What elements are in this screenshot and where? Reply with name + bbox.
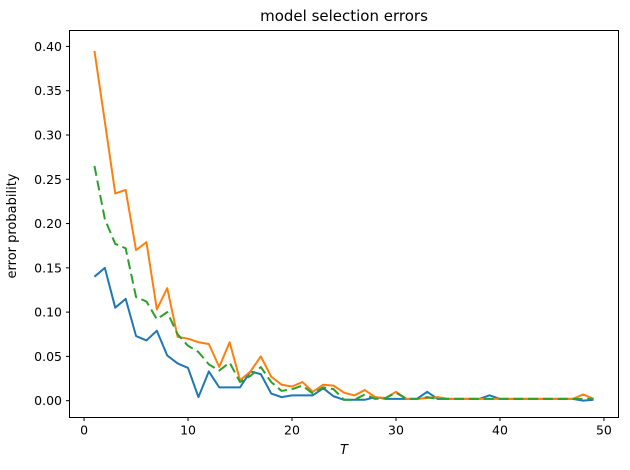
- y-tick-label: 0.25: [34, 172, 62, 187]
- chart-title: model selection errors: [260, 7, 428, 25]
- x-tick-label: 50: [596, 423, 612, 438]
- series-line-orange-solid: [93, 50, 594, 400]
- x-tick-label: 30: [388, 423, 404, 438]
- axes-frame: [69, 30, 619, 418]
- series-line-blue-solid: [93, 266, 594, 402]
- y-tick-label: 0.30: [34, 127, 62, 142]
- x-axis-label: T: [340, 443, 348, 458]
- x-tick-label: 20: [284, 423, 300, 438]
- y-tick-label: 0.00: [34, 393, 62, 408]
- y-tick-label: 0.10: [34, 305, 62, 320]
- y-tick-label: 0.05: [34, 349, 62, 364]
- y-tick-label: 0.15: [34, 260, 62, 275]
- y-tick-label: 0.40: [34, 39, 62, 54]
- y-tick-label: 0.35: [34, 83, 62, 98]
- x-tick-label: 0: [80, 423, 88, 438]
- series-line-green-dashed: [93, 165, 594, 401]
- x-tick-label: 10: [180, 423, 196, 438]
- y-tick-label: 0.20: [34, 216, 62, 231]
- x-tick-label: 40: [492, 423, 508, 438]
